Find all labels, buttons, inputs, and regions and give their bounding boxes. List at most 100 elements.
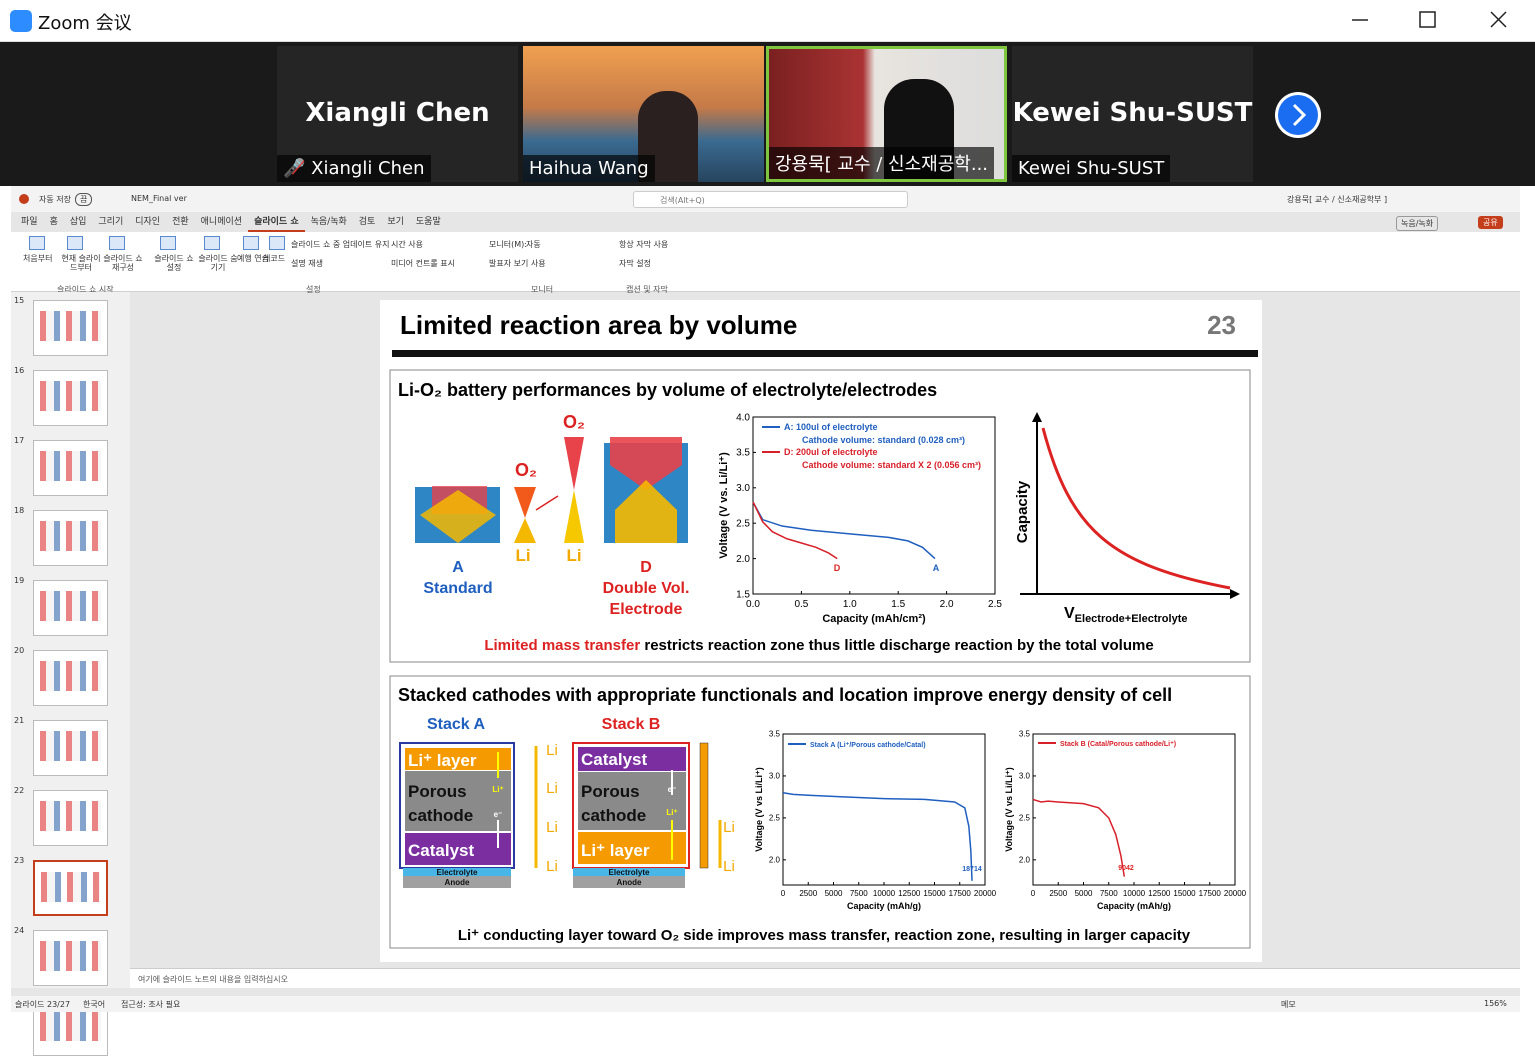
layer-label: Electrolyte <box>609 868 650 877</box>
ribbon-button[interactable]: 슬라이드 쇼 설정 <box>154 254 194 272</box>
x-tick-label: 20000 <box>1224 889 1247 898</box>
slide-title: Limited reaction area by volume <box>400 310 797 340</box>
plot-frame <box>752 416 996 595</box>
y-axis-label: Voltage (V vs. Li/Li⁺) <box>718 452 730 559</box>
participant-label: Kewei Shu-SUST <box>1012 155 1171 182</box>
ribbon-tab[interactable]: 전환 <box>172 217 189 227</box>
legend-label: A: 100ul of electrolyte <box>784 422 878 432</box>
ribbon-button[interactable]: 자동 <box>526 240 541 249</box>
ribbon-button[interactable]: 예행 연습 <box>237 254 269 263</box>
notes-button[interactable]: 메모 <box>1281 1000 1296 1009</box>
ribbon-button[interactable]: 항상 자막 사용 <box>619 240 669 249</box>
ribbon-icon <box>109 236 125 250</box>
thumbnail-number: 15 <box>14 296 25 305</box>
ribbon-button[interactable]: 슬라이드 쇼 재구성 <box>103 254 143 272</box>
slide-thumbnail[interactable] <box>33 300 108 356</box>
ribbon-button[interactable]: 레코드 <box>263 254 286 263</box>
ribbon-button[interactable]: 미디어 컨트롤 표시 <box>391 259 455 268</box>
label: D <box>640 559 652 576</box>
ribbon-tab[interactable]: 도움말 <box>415 217 441 227</box>
participant-label: Haihua Wang <box>523 155 655 182</box>
zoom-titlebar: Zoom 会议 <box>0 0 1535 42</box>
layer-label: cathode <box>581 806 646 825</box>
o2-label: O₂ <box>515 460 537 480</box>
ribbon-button[interactable]: 시간 사용 <box>391 240 423 249</box>
section-heading: Li-O₂ battery performances by volume of … <box>398 380 937 400</box>
ribbon-tab[interactable]: 그리기 <box>98 217 124 227</box>
y-tick-label: 2.5 <box>736 519 750 530</box>
slide-thumbnail[interactable] <box>33 860 108 916</box>
x-tick-label: 15000 <box>923 889 946 898</box>
y-tick-label: 2.5 <box>1019 814 1031 823</box>
x-tick-label: 5000 <box>1075 889 1093 898</box>
ribbon-button[interactable]: 자막 설정 <box>619 259 651 268</box>
notes-pane[interactable]: 여기에 슬라이드 노트의 내용을 입력하십시오 <box>130 968 1520 988</box>
layer-label: Electrolyte <box>437 868 478 877</box>
zoom-level[interactable]: 156% <box>1484 999 1507 1008</box>
caption-text: restricts reaction zone thus little disc… <box>640 637 1153 654</box>
ion-label: Li⁺ <box>666 808 677 817</box>
filename[interactable]: NEM_Final ver <box>131 194 187 203</box>
autosave-toggle[interactable]: 끔 <box>75 193 93 206</box>
slide-thumbnail[interactable] <box>33 790 108 846</box>
ribbon-button[interactable]: 슬라이드 숨기기 <box>198 254 238 272</box>
slide-thumbnail[interactable] <box>33 440 108 496</box>
ribbon-tab[interactable]: 파일 <box>21 217 38 227</box>
layer-label: Anode <box>617 878 642 887</box>
ribbon-tab[interactable]: 홈 <box>49 217 58 227</box>
x-tick-label: 15000 <box>1173 889 1196 898</box>
participant-tile[interactable]: 강용묵[ 교수 / 신소재공학... <box>766 46 1007 182</box>
ribbon-tab[interactable]: 삽입 <box>69 217 87 227</box>
ribbon-button[interactable]: 현재 슬라이드부터 <box>61 254 101 272</box>
ribbon-tab[interactable]: 슬라이드 쇼 <box>248 212 305 232</box>
next-button[interactable] <box>1274 91 1322 139</box>
slide-thumbnail[interactable] <box>33 580 108 636</box>
legend-label: Stack B (Catal/Porous cathode/Li⁺) <box>1060 741 1176 748</box>
slide-thumbnail[interactable] <box>33 650 108 706</box>
plot-frame <box>1032 733 1236 886</box>
ribbon-group-label: 캡션 및 자막 <box>626 285 668 294</box>
participant-tile[interactable]: Xiangli Chen 🎤̸ Xiangli Chen <box>277 46 518 182</box>
record-button[interactable]: 녹음/녹화 <box>1396 216 1439 231</box>
layer-label: Catalyst <box>581 750 647 769</box>
thumbnail-content <box>40 941 101 971</box>
x-tick-label: 1.0 <box>843 599 857 610</box>
ribbon-tab[interactable]: 애니메이션 <box>200 217 243 227</box>
thumbnail-content <box>40 381 101 411</box>
ribbon-button[interactable]: 설명 재생 <box>291 259 323 268</box>
slide-thumbnail[interactable] <box>33 930 108 986</box>
label: Standard <box>423 580 492 597</box>
series-line <box>782 791 973 881</box>
ribbon-tab[interactable]: 녹음/녹화 <box>310 217 347 227</box>
ribbon-button[interactable]: 발표자 보기 사용 <box>489 259 546 268</box>
thumbnail-number: 24 <box>14 926 25 935</box>
x-tick-label: 0.5 <box>794 599 808 610</box>
y-tick-label: 2.0 <box>769 856 781 865</box>
share-button[interactable]: 공유 <box>1478 216 1503 229</box>
ribbon-button[interactable]: 슬라이드 쇼 중 업데이트 유지 <box>291 240 390 249</box>
slide-thumbnail[interactable] <box>33 510 108 566</box>
x-tick-label: 7500 <box>1100 889 1118 898</box>
thumbnail-number: 18 <box>14 506 25 515</box>
window-controls[interactable] <box>1340 8 1520 34</box>
li-label: Li <box>723 819 735 836</box>
thumbnail-content <box>40 661 101 691</box>
slide-thumbnail[interactable] <box>33 370 108 426</box>
search-box[interactable]: 검색(Alt+Q) <box>633 191 908 208</box>
li-label: Li <box>723 858 735 875</box>
status-accessibility[interactable]: 접근성: 조사 필요 <box>121 1000 181 1009</box>
x-tick-label: 2500 <box>1049 889 1067 898</box>
ribbon-tab[interactable]: 디자인 <box>135 217 161 227</box>
participant-tile[interactable]: Haihua Wang <box>523 46 764 182</box>
ribbon-tab[interactable]: 검토 <box>358 217 376 227</box>
x-tick-label: 17500 <box>1199 889 1222 898</box>
ribbon-button[interactable]: 모니터(M): <box>489 240 527 249</box>
y-tick-label: 3.0 <box>736 483 750 494</box>
li-label: Li <box>546 819 558 836</box>
ribbon-tab[interactable]: 보기 <box>387 217 404 227</box>
x-tick-label: 5000 <box>825 889 843 898</box>
ribbon-button[interactable]: 처음부터 <box>23 254 53 263</box>
participant-tile[interactable]: Kewei Shu-SUST Kewei Shu-SUST <box>1012 46 1253 182</box>
y-tick-label: 1.5 <box>736 589 750 600</box>
slide-thumbnail[interactable] <box>33 720 108 776</box>
